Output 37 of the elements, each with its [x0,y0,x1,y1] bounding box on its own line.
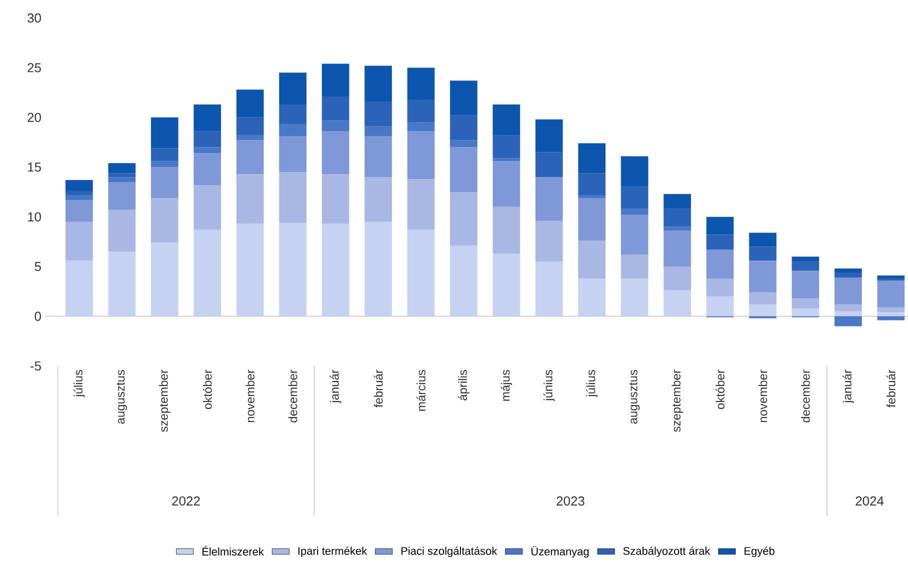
y-tick-label: 30 [28,13,41,23]
x-tick-label: szeptember [159,370,170,432]
x-tick-label: augusztus [629,370,640,424]
x-tick-label: július [74,370,85,398]
x-tick-label: augusztus [116,370,128,424]
x-tick-label: március [416,370,426,411]
legend-label: Ipari termékek [298,546,368,558]
x-tick-label: február [374,370,383,408]
y-tick-label: 0 [34,312,41,321]
legend-label: Piaci szolgáltatások [401,546,498,558]
y-tick-label: 10 [28,212,41,222]
legend-label: Élelmiszerek [202,546,264,556]
y-tick-label: 5 [34,262,41,272]
x-tick-label: június [543,370,555,402]
x-tick-label: július [586,370,598,398]
legend-label: Üzemanyag [531,546,589,558]
x-tick-label: január [842,370,854,404]
legend-label: Egyéb [744,546,774,558]
x-tick-label: december [801,370,810,422]
x-tick-label: október [202,370,212,410]
y-tick-label: 25 [28,63,41,72]
text: 2023 [556,496,584,506]
text: 2022 [172,496,200,506]
x-tick-label: január [330,370,342,404]
x-tick-label: november [246,370,254,422]
x-tick-label: szeptember [672,370,683,432]
y-tick-label: -5 [30,361,41,371]
x-tick-label: november [758,370,768,422]
x-tick-label: február [886,370,896,408]
x-tick-label: április [458,370,470,400]
x-tick-label: október [716,370,724,410]
x-tick-label: május [500,370,512,401]
text: 2024 [856,496,884,506]
x-tick-label: december [288,370,298,422]
legend-label: Szabályozott árak [623,546,710,558]
y-tick-label: 15 [28,162,41,172]
y-tick-label: 20 [28,112,41,122]
